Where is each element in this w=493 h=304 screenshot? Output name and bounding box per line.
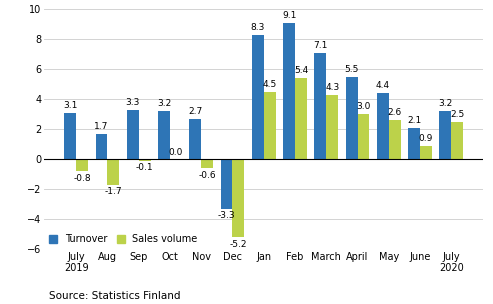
Bar [283, 22, 295, 159]
Bar [201, 159, 213, 168]
Bar [252, 35, 264, 159]
Bar [420, 146, 432, 159]
Text: 8.3: 8.3 [250, 23, 265, 32]
Text: 4.3: 4.3 [325, 83, 339, 92]
Text: 2.1: 2.1 [407, 116, 421, 125]
Text: 0.9: 0.9 [419, 134, 433, 143]
Text: 3.2: 3.2 [438, 99, 453, 109]
Bar [389, 120, 401, 159]
Bar [451, 122, 463, 159]
Legend: Turnover, Sales volume: Turnover, Sales volume [49, 234, 198, 244]
Bar [96, 134, 107, 159]
Bar [107, 159, 119, 185]
Text: 5.4: 5.4 [294, 67, 308, 75]
Text: 3.0: 3.0 [356, 102, 371, 112]
Bar [158, 111, 170, 159]
Text: 1.7: 1.7 [94, 122, 108, 131]
Bar [346, 77, 357, 159]
Text: 9.1: 9.1 [282, 11, 296, 20]
Text: -3.3: -3.3 [218, 212, 235, 220]
Bar [315, 53, 326, 159]
Bar [326, 95, 338, 159]
Bar [64, 113, 76, 159]
Bar [439, 111, 451, 159]
Text: Source: Statistics Finland: Source: Statistics Finland [49, 291, 181, 301]
Bar [377, 93, 389, 159]
Bar [408, 128, 420, 159]
Text: 0.0: 0.0 [169, 147, 183, 157]
Text: -1.7: -1.7 [105, 188, 122, 196]
Text: 4.5: 4.5 [263, 80, 277, 89]
Text: 7.1: 7.1 [313, 41, 327, 50]
Text: 2.5: 2.5 [450, 110, 464, 119]
Text: 3.1: 3.1 [63, 101, 77, 110]
Bar [127, 110, 139, 159]
Bar [357, 114, 369, 159]
Text: 4.4: 4.4 [376, 81, 390, 91]
Text: -5.2: -5.2 [230, 240, 247, 249]
Bar [233, 159, 245, 237]
Bar [189, 119, 201, 159]
Text: -0.6: -0.6 [198, 171, 216, 180]
Bar [295, 78, 307, 159]
Text: 2.6: 2.6 [387, 109, 402, 117]
Text: 2.7: 2.7 [188, 107, 203, 116]
Bar [264, 92, 276, 159]
Text: 3.3: 3.3 [126, 98, 140, 107]
Text: 5.5: 5.5 [345, 65, 359, 74]
Bar [139, 159, 150, 161]
Bar [220, 159, 233, 209]
Text: -0.1: -0.1 [136, 164, 153, 172]
Bar [76, 159, 88, 171]
Text: -0.8: -0.8 [73, 174, 91, 183]
Text: 3.2: 3.2 [157, 99, 171, 109]
